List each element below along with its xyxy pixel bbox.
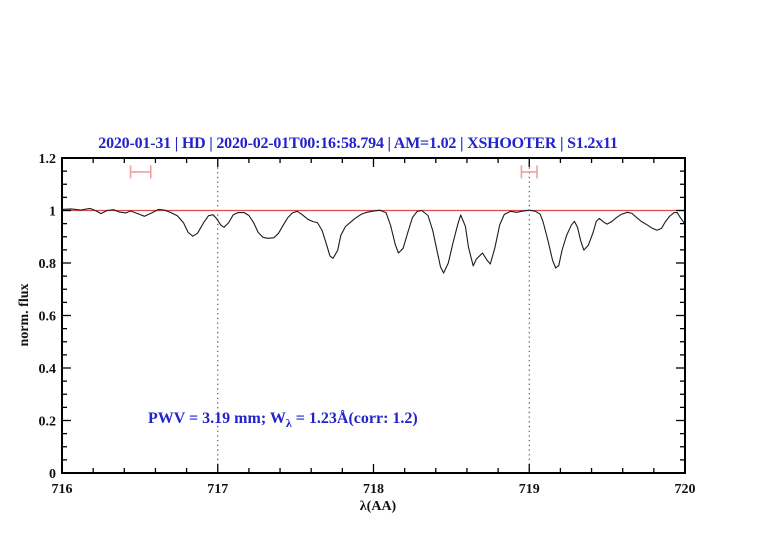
y-tick-label: 0.2 <box>39 415 57 430</box>
annotation-part1: PWV = 3.19 mm; W <box>148 410 286 427</box>
pwv-annotation: PWV = 3.19 mm; Wλ = 1.23Å(corr: 1.2) <box>148 410 418 431</box>
annotation-lambda-subscript: λ <box>285 416 292 431</box>
x-tick-label: 716 <box>52 482 73 497</box>
x-axis-label: λ(AA) <box>359 499 397 514</box>
y-axis-label: norm. flux <box>17 283 32 347</box>
y-tick-label: 0 <box>49 467 56 482</box>
plot-title: 2020-01-31 | HD | 2020-02-01T00:16:58.79… <box>98 135 618 152</box>
y-tick-label: 0.8 <box>39 257 57 272</box>
annotation-part2: = 1.23Å(corr: 1.2) <box>291 410 418 427</box>
spectrum-line <box>61 207 686 274</box>
x-tick-label: 718 <box>363 482 384 497</box>
x-tick-label: 717 <box>207 482 228 497</box>
y-tick-label: 0.4 <box>39 362 57 377</box>
y-tick-label: 1.2 <box>39 152 57 167</box>
x-tick-label: 720 <box>675 482 696 497</box>
y-tick-label: 1 <box>49 205 56 220</box>
x-tick-label: 719 <box>519 482 540 497</box>
y-tick-label: 0.6 <box>39 310 57 325</box>
